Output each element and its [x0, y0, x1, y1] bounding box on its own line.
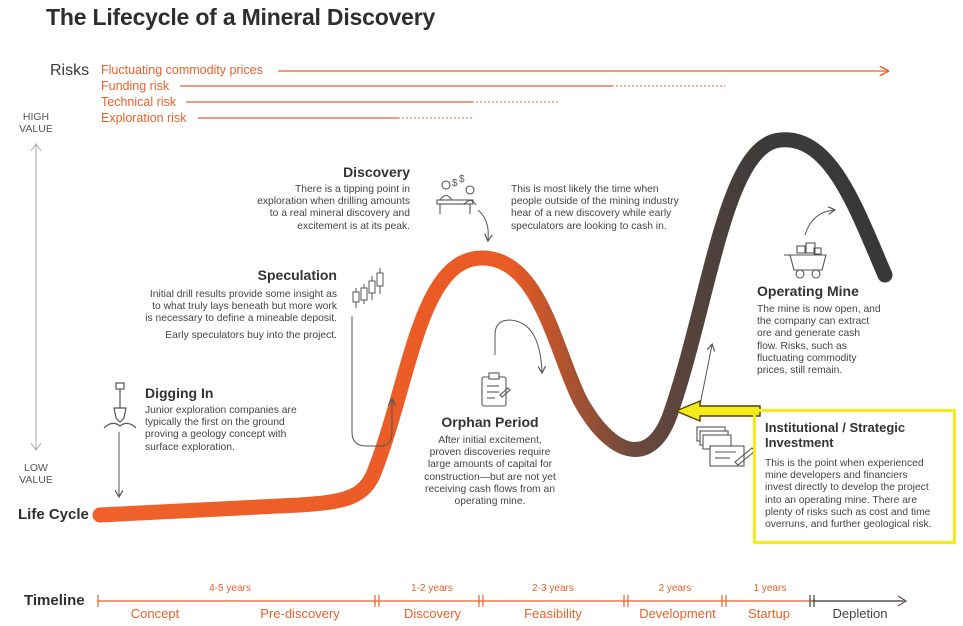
- phase-pre-discovery: Pre-discovery: [260, 606, 340, 621]
- phase-feasibility: Feasibility: [524, 606, 582, 621]
- risks-label: Risks: [50, 62, 90, 79]
- institutional-text: This is the point when experienced mine d…: [765, 458, 932, 531]
- orphan-period-text: After initial excitement, proven discover…: [424, 435, 556, 508]
- risk-technical: Technical risk: [101, 95, 177, 109]
- risk-funding: Funding risk: [101, 79, 170, 93]
- phase-startup: Startup: [748, 606, 790, 621]
- highlight-arrow: [674, 399, 761, 423]
- duration-1-years: 1 years: [753, 583, 787, 594]
- discovery-text: There is a tipping point in exploration w…: [257, 184, 410, 232]
- speculation-text: Initial drill results provide some insig…: [145, 289, 337, 341]
- low-value-label: LOW VALUE: [19, 462, 53, 486]
- discovery-title: Discovery: [343, 164, 410, 180]
- operating-mine-text: The mine is now open, and the company can…: [757, 304, 881, 377]
- discovery-side-text: This is most likely the time when people …: [511, 184, 679, 232]
- svg-text:$: $: [452, 178, 458, 189]
- high-value-label: HIGH VALUE: [19, 111, 53, 135]
- duration-1-2-years: 1-2 years: [411, 583, 453, 594]
- phase-depletion: Depletion: [832, 606, 888, 621]
- institutional-highlight-box: [753, 409, 956, 544]
- duration-2-3-years: 2-3 years: [532, 583, 574, 594]
- life-cycle-label: Life Cycle: [18, 506, 89, 523]
- orphan-period-title: Orphan Period: [441, 414, 539, 430]
- speculation-title: Speculation: [257, 267, 337, 283]
- discovery-pointer: [477, 209, 488, 240]
- mine-cart-icon: [784, 242, 827, 279]
- digging-in-text: Junior exploration companies are typicall…: [145, 405, 297, 453]
- risk-commodity: Fluctuating commodity prices: [101, 63, 263, 77]
- timeline-end-arrow: [897, 595, 908, 607]
- institutional-title: Institutional / Strategic Investment: [765, 420, 906, 450]
- value-axis-up-arrow: [30, 143, 42, 152]
- money-documents-icon: [696, 426, 756, 467]
- operating-pointer: [804, 210, 834, 236]
- phase-development: Development: [639, 606, 716, 621]
- duration-2-years: 2 years: [658, 583, 692, 594]
- meeting-icon: $ $: [436, 174, 477, 214]
- speculation-pointer: [351, 316, 392, 447]
- risk-exploration: Exploration risk: [101, 111, 187, 125]
- value-axis-down-arrow: [30, 442, 42, 451]
- timeline-label: Timeline: [24, 592, 85, 609]
- svg-text:$: $: [459, 174, 465, 185]
- orphan-pointer: [494, 319, 542, 372]
- phase-concept: Concept: [130, 606, 180, 621]
- shovel-icon: [103, 382, 137, 429]
- page-title: The Lifecycle of a Mineral Discovery: [46, 4, 436, 30]
- candlestick-icon: [352, 268, 384, 308]
- clipboard-icon: [481, 372, 511, 407]
- phase-discovery: Discovery: [403, 606, 462, 621]
- duration-4-5-years: 4-5 years: [209, 583, 251, 594]
- operating-mine-title: Operating Mine: [757, 283, 859, 299]
- digging-in-title: Digging In: [145, 385, 214, 401]
